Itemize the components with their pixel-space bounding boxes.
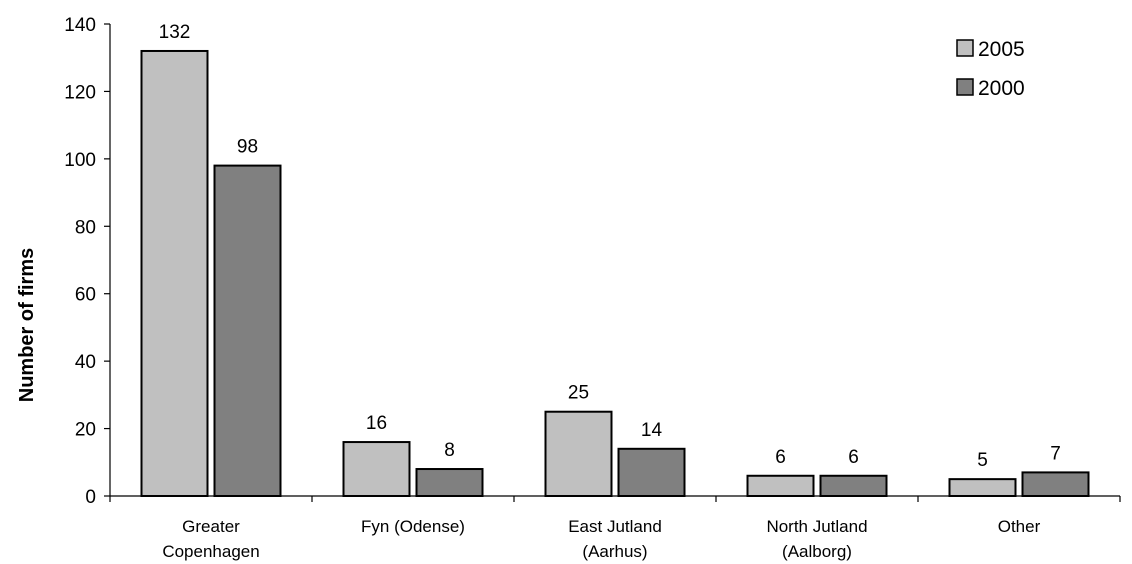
category-label: North Jutland (Aalborg) bbox=[766, 517, 867, 561]
data-label: 14 bbox=[641, 420, 663, 441]
y-tick-label: 140 bbox=[64, 15, 96, 36]
y-tick-label: 0 bbox=[85, 487, 96, 508]
legend-label-2000: 2000 bbox=[978, 77, 1025, 100]
y-tick-label: 60 bbox=[75, 285, 96, 306]
bar-2005[interactable] bbox=[948, 478, 1017, 497]
data-label: 6 bbox=[848, 447, 859, 468]
legend-swatch-2000 bbox=[956, 78, 974, 96]
legend-swatch-2005 bbox=[956, 39, 974, 57]
y-tick-label: 80 bbox=[75, 217, 96, 238]
y-tick-label: 100 bbox=[64, 150, 96, 171]
bar-2000[interactable] bbox=[415, 468, 484, 497]
category-label-line: (Aarhus) bbox=[582, 542, 647, 561]
y-tick-label: 120 bbox=[64, 82, 96, 103]
category-label: Fyn (Odense) bbox=[361, 517, 465, 536]
legend-label-2005: 2005 bbox=[978, 38, 1025, 61]
bar-2000[interactable] bbox=[1021, 471, 1090, 497]
category-label-line: (Aalborg) bbox=[782, 542, 852, 561]
data-label: 7 bbox=[1050, 443, 1061, 464]
bar-2005[interactable] bbox=[746, 474, 815, 497]
bar-2000[interactable] bbox=[819, 474, 888, 497]
category-label: East Jutland (Aarhus) bbox=[568, 517, 662, 561]
category-label-line: Fyn (Odense) bbox=[361, 517, 465, 536]
bars bbox=[140, 49, 1090, 498]
category-label-line: East Jutland bbox=[568, 517, 662, 536]
category-label-line: Other bbox=[998, 517, 1041, 536]
category-label-line: Greater bbox=[182, 517, 240, 536]
category-label-line: Copenhagen bbox=[162, 542, 259, 561]
category-label-line: North Jutland bbox=[766, 517, 867, 536]
bar-2005[interactable] bbox=[342, 441, 411, 497]
data-label: 8 bbox=[444, 440, 455, 461]
bar-2005[interactable] bbox=[140, 49, 209, 497]
category-labels: Greater Copenhagen Fyn (Odense) East Jutlan… bbox=[162, 517, 1040, 561]
bar-2000[interactable] bbox=[213, 164, 282, 497]
y-tick-label: 40 bbox=[75, 352, 96, 373]
data-labels: 132 98 16 8 25 14 6 6 5 7 bbox=[159, 22, 1061, 471]
y-tick-label: 20 bbox=[75, 420, 96, 441]
data-label: 16 bbox=[366, 413, 387, 434]
y-axis: 0 20 40 60 80 100 120 140 bbox=[64, 15, 111, 508]
data-label: 5 bbox=[977, 450, 988, 471]
category-label: Other bbox=[998, 517, 1041, 536]
legend[interactable]: 2005 2000 bbox=[956, 38, 1025, 100]
data-label: 6 bbox=[775, 447, 786, 468]
category-label: Greater Copenhagen bbox=[162, 517, 259, 561]
bar-2000[interactable] bbox=[617, 447, 686, 497]
bar-2005[interactable] bbox=[544, 410, 613, 498]
y-axis-title: Number of firms bbox=[16, 248, 38, 402]
data-label: 98 bbox=[237, 137, 258, 158]
data-label: 25 bbox=[568, 383, 589, 404]
data-label: 132 bbox=[159, 22, 191, 43]
